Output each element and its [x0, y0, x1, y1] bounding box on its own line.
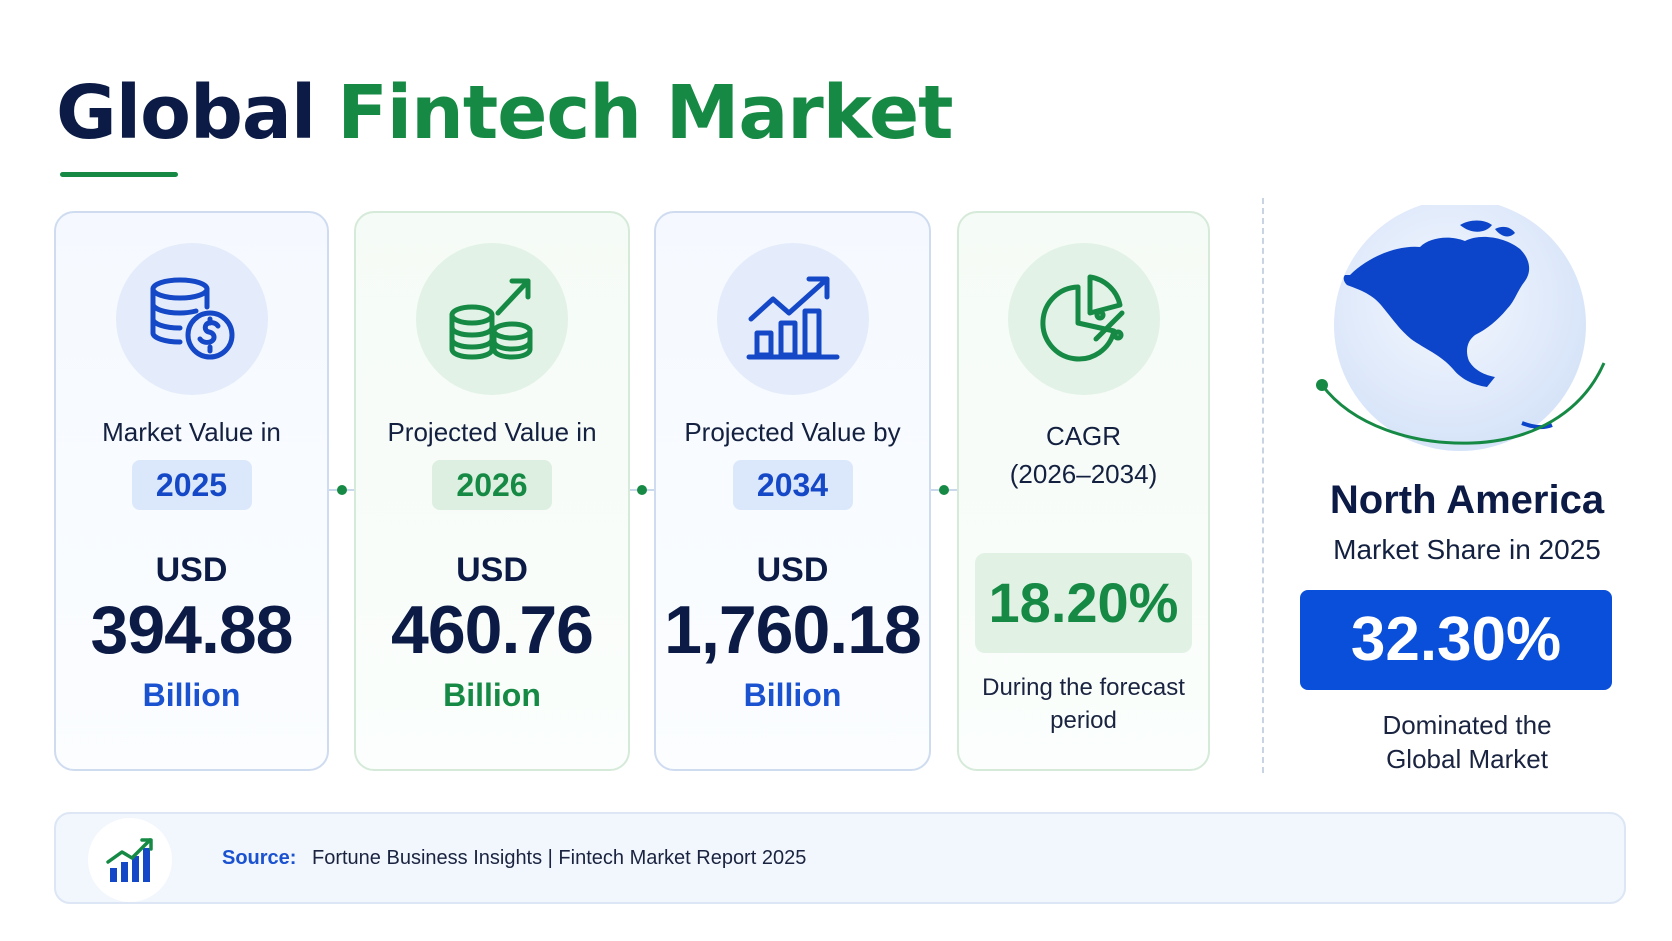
source-label: Source:	[222, 847, 297, 869]
page-title: Global Fintech Market	[56, 70, 954, 156]
cagr-card: CAGR (2026–2034) 18.20% During the forec…	[957, 211, 1210, 771]
market-value-card: Market Value in 2025 USD 394.88 Billion	[54, 211, 329, 771]
region-name: North America	[1329, 478, 1605, 522]
connector	[329, 485, 354, 495]
connector-dot	[637, 485, 647, 495]
bar-chart-icon	[88, 818, 172, 902]
projected-value-2034: 1,760.18	[664, 592, 922, 668]
connector	[630, 485, 654, 495]
year-pill: 2034	[732, 460, 853, 510]
currency-label: USD	[456, 551, 528, 589]
currency-label: USD	[756, 551, 829, 589]
market-share-value: 32.30%	[1300, 590, 1612, 690]
connector-dot	[336, 485, 347, 495]
coins-dollar-icon	[115, 243, 268, 395]
pie-percent-icon	[1007, 243, 1160, 395]
cagr-period: (2026–2034)	[1009, 459, 1158, 489]
region-note-line-1: Dominated the	[1382, 710, 1552, 740]
card-label: Projected Value by	[684, 417, 901, 447]
year-pill: 2025	[131, 460, 252, 510]
unit-label: Billion	[142, 677, 241, 713]
source-text: Fortune Business Insights | Fintech Mark…	[312, 847, 807, 869]
section-divider	[1262, 198, 1264, 773]
title-part-1: Global	[56, 70, 316, 156]
source-bar: Source: Fortune Business Insights | Fint…	[54, 812, 1626, 904]
card-label: Market Value in	[102, 417, 281, 447]
currency-label: USD	[155, 551, 228, 589]
market-value: 394.88	[90, 592, 294, 668]
bar-chart-growth-icon	[716, 243, 869, 395]
unit-label: Billion	[743, 677, 842, 713]
projected-2034-card: Projected Value by 2034 USD 1,760.18 Bil…	[654, 211, 931, 771]
unit-label: Billion	[443, 677, 541, 713]
title-underline	[60, 172, 178, 177]
region-note: Dominated the Global Market	[1262, 708, 1672, 776]
projected-value-2026: 460.76	[391, 592, 594, 668]
year-pill: 2026	[432, 460, 552, 510]
projected-2026-card: Projected Value in 2026 USD 460.76 Billi…	[354, 211, 630, 771]
connector	[931, 485, 957, 495]
cagr-note: During the forecast period	[982, 674, 1185, 734]
cagr-value: 18.20%	[975, 553, 1192, 653]
title-part-2: Fintech Market	[337, 70, 953, 156]
globe-north-america-icon	[1310, 199, 1610, 465]
cagr-title: CAGR	[1045, 421, 1122, 451]
connector-dot	[939, 485, 949, 495]
cagr-label: CAGR (2026–2034)	[959, 417, 1208, 493]
region-note-line-2: Global Market	[1386, 744, 1548, 774]
card-label: Projected Value in	[387, 417, 597, 447]
coins-growth-icon	[416, 243, 568, 395]
region-subtitle: Market Share in 2025	[1333, 534, 1601, 565]
